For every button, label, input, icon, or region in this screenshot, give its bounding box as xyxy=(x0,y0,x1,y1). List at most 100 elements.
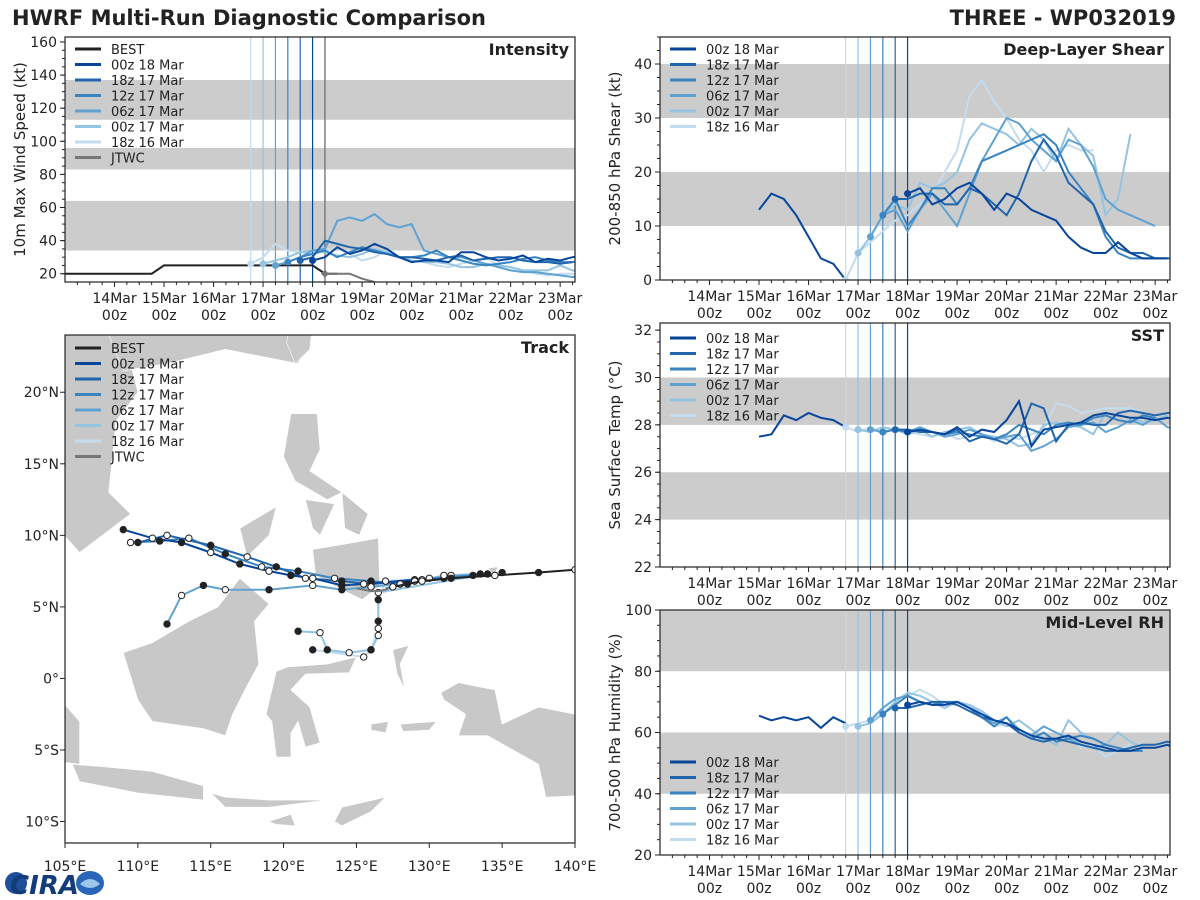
intensity-title: Intensity xyxy=(489,40,570,59)
sst-xtick-label: 21Mar xyxy=(1034,576,1078,592)
sst-xtick-label: 00z xyxy=(1044,593,1069,609)
sst-ytick-label: 28 xyxy=(634,418,652,434)
logo-globe-icon xyxy=(5,872,27,894)
shear-xtick-label: 00z xyxy=(945,306,970,322)
track-position-marker xyxy=(316,628,324,637)
rh-legend-label: 06z 17 Mar xyxy=(706,803,779,818)
sst-xtick-label: 00z xyxy=(1093,593,1118,609)
track-xtick-label: 120°E xyxy=(262,859,305,875)
track-position-marker xyxy=(287,571,295,580)
intensity-xtick-label: 00z xyxy=(350,308,375,324)
track-position-marker xyxy=(330,574,339,582)
track-position-marker xyxy=(177,591,186,600)
rh-xtick-label: 19Mar xyxy=(935,864,979,880)
sst-ytick-label: 26 xyxy=(634,465,652,481)
intensity-ytick-label: 100 xyxy=(30,134,57,150)
track-position-marker xyxy=(360,580,368,588)
intensity-ytick-label: 20 xyxy=(39,267,57,283)
intensity-legend-label: JTWC xyxy=(110,152,145,167)
rh-xtick-label: 00z xyxy=(945,881,970,897)
track-position-marker xyxy=(258,563,266,571)
land-polygon xyxy=(341,491,369,536)
track-position-marker xyxy=(345,648,353,657)
shear-series-start-marker xyxy=(879,211,887,219)
track-xtick-label: 130°E xyxy=(408,859,451,875)
track-position-marker xyxy=(199,581,208,590)
shear-series-line xyxy=(857,122,1132,254)
rh-xtick-label: 00z xyxy=(994,881,1019,897)
track-legend-label: 00z 17 Mar xyxy=(111,420,184,435)
intensity-legend-label: BEST xyxy=(111,43,144,58)
land-polygon xyxy=(399,721,438,732)
sst-xtick-label: 00z xyxy=(994,593,1019,609)
land-polygon xyxy=(265,656,357,758)
track-legend-label: JTWC xyxy=(110,451,145,466)
intensity-xtick-label: 16Mar xyxy=(191,291,235,307)
track-position-marker xyxy=(294,567,302,575)
track-position-marker xyxy=(360,653,368,661)
land-polygon xyxy=(392,645,410,689)
sst-best-line xyxy=(758,411,847,438)
track-position-marker xyxy=(148,534,157,542)
track-position-marker xyxy=(374,596,382,604)
track-xtick-label: 140°E xyxy=(554,859,597,875)
shear-xtick-label: 17Mar xyxy=(836,289,880,305)
track-position-marker xyxy=(367,583,375,591)
sst-xtick-label: 00z xyxy=(697,593,722,609)
shear-series-start-marker xyxy=(866,233,874,241)
track-position-marker xyxy=(221,550,229,558)
shear-ytick-label: 20 xyxy=(634,165,652,181)
land-polygon xyxy=(283,413,343,500)
intensity-ytick-label: 60 xyxy=(39,201,57,217)
shear-ytick-label: 30 xyxy=(634,111,652,127)
jtwc-track-line xyxy=(356,585,394,593)
track-legend-label: 00z 18 Mar xyxy=(111,358,184,373)
rh-legend-label: 00z 18 Mar xyxy=(706,756,779,771)
shear-best-line xyxy=(758,192,847,280)
track-legend-label: 06z 17 Mar xyxy=(111,404,184,419)
intensity-legend-label: 18z 16 Mar xyxy=(111,136,184,151)
shear-xtick-label: 00z xyxy=(994,306,1019,322)
shear-xtick-label: 22Mar xyxy=(1084,289,1128,305)
track-position-marker xyxy=(177,538,186,547)
land-polygon xyxy=(370,721,389,734)
land-polygon xyxy=(65,704,80,765)
intensity-ytick-label: 120 xyxy=(30,101,57,117)
sst-xtick-label: 23Mar xyxy=(1133,576,1177,592)
rh-xtick-label: 20Mar xyxy=(984,864,1028,880)
rh-plot-area xyxy=(660,610,1170,855)
shear-legend-label: 18z 17 Mar xyxy=(706,59,779,74)
track-position-marker xyxy=(374,631,382,640)
intensity-xtick-label: 00z xyxy=(102,308,127,324)
sst-series-start-marker xyxy=(891,426,899,434)
sst-title: SST xyxy=(1131,326,1164,345)
track-xtick-label: 115°E xyxy=(189,859,232,875)
track-position-marker xyxy=(126,538,135,547)
track-ytick-label: 10°N xyxy=(24,528,59,544)
intensity-panel: 2040608010012014016014Mar00z15Mar00z16Ma… xyxy=(11,35,583,324)
sst-xtick-label: 16Mar xyxy=(786,576,830,592)
track-ytick-label: 5°N xyxy=(33,600,59,616)
intensity-legend-label: 00z 17 Mar xyxy=(111,121,184,136)
intensity-series-start-marker xyxy=(271,261,279,269)
intensity-xtick-label: 23Mar xyxy=(538,291,582,307)
intensity-best-line xyxy=(65,264,338,275)
rh-series-start-marker xyxy=(842,722,850,730)
intensity-xtick-label: 21Mar xyxy=(439,291,483,307)
shear-band xyxy=(660,64,1170,118)
track-xtick-label: 135°E xyxy=(481,859,524,875)
track-position-marker xyxy=(265,586,273,594)
shear-panel: 01020304014Mar00z15Mar00z16Mar00z17Mar00… xyxy=(606,36,1178,322)
intensity-band xyxy=(65,200,575,251)
intensity-series-start-marker xyxy=(247,260,255,268)
sst-band xyxy=(660,377,1170,425)
shear-xtick-label: 00z xyxy=(1143,306,1168,322)
rh-series-start-marker xyxy=(891,704,899,712)
shear-ylabel: 200-850 hPa Shear (kt) xyxy=(606,72,624,246)
land-polygon xyxy=(268,814,296,827)
rh-ytick-label: 100 xyxy=(625,603,652,619)
